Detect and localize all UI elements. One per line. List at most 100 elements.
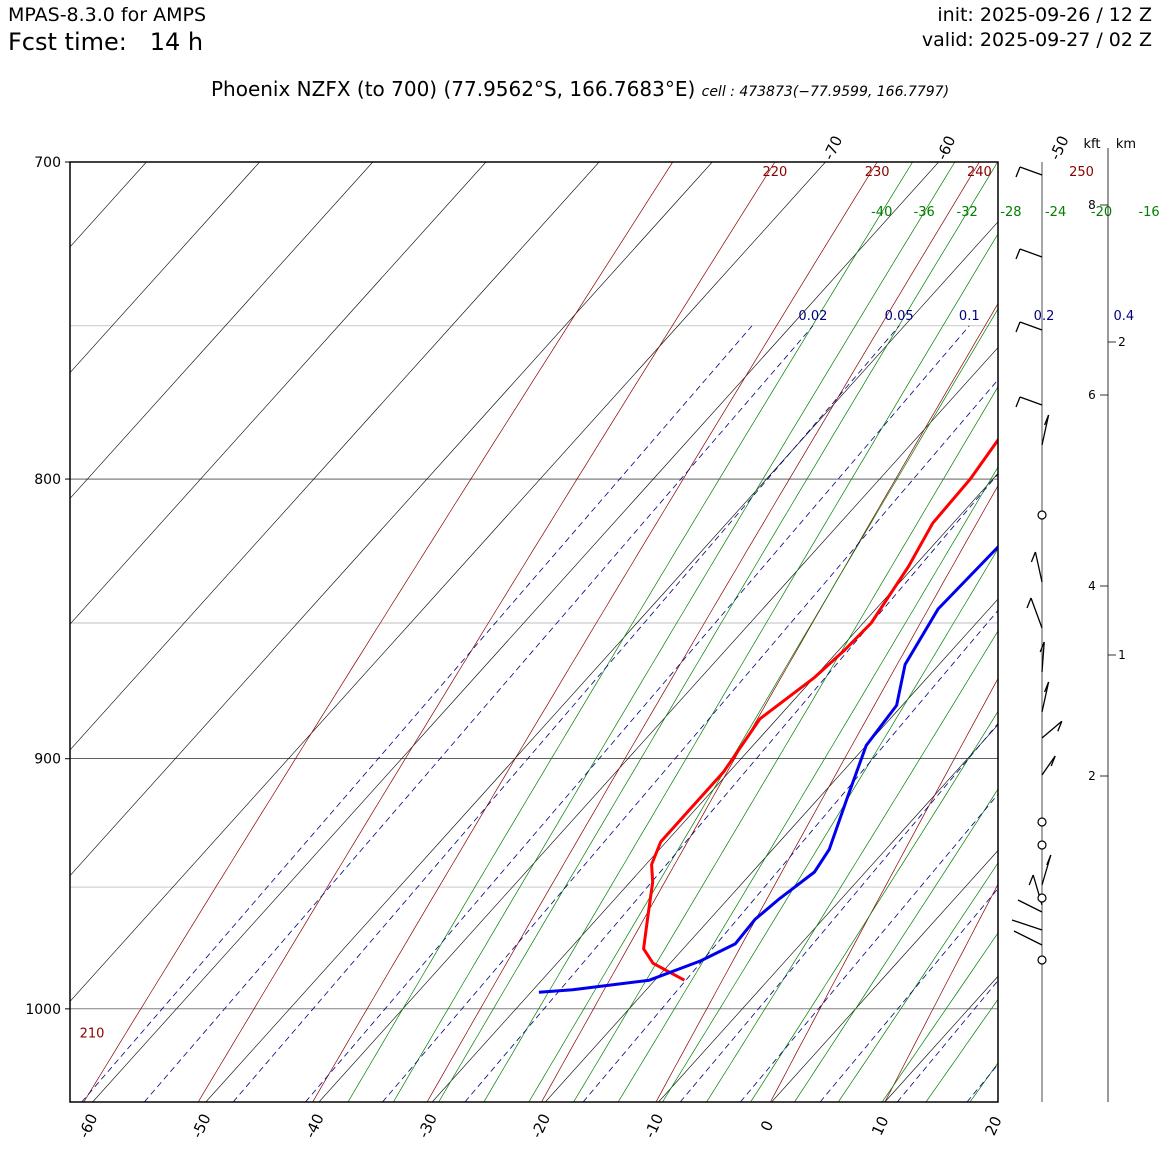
mixing-ratio-line	[464, 473, 998, 1102]
wind-barb-feather	[1015, 248, 1021, 260]
moist-adiabat-line	[1014, 162, 1160, 1102]
wind-barb-feather	[1030, 551, 1037, 563]
calm-wind-circle	[1037, 817, 1047, 827]
calm-wind-circle	[1037, 510, 1047, 520]
mixing-ratio-label: 0.02	[798, 309, 827, 324]
forecast-time-value: 14 h	[149, 28, 204, 56]
pressure-tick-label: 700	[34, 155, 61, 171]
calm-wind-circle	[1037, 893, 1047, 903]
mixing-ratio-label: 0.2	[1034, 309, 1055, 324]
moist-adiabat-line	[438, 162, 998, 1102]
wind-barb-feather	[1043, 414, 1050, 426]
dry-adiabat-line	[1114, 162, 1160, 1102]
moist-adiabat-label: -28	[1000, 205, 1021, 220]
pressure-tick-label: 900	[34, 752, 61, 768]
temperature-tick-label: 0	[757, 1118, 777, 1134]
forecast-time: Fcst time: 14 h	[8, 28, 203, 56]
kft-tick-label: 8	[1088, 198, 1096, 212]
temperature-tick-label: -20	[527, 1111, 554, 1141]
wind-barb-feather	[1026, 597, 1032, 609]
init-time: init: 2025-09-26 / 12 Z	[937, 4, 1152, 26]
temperature-tick-label: -30	[414, 1111, 441, 1141]
dry-adiabat-label: 240	[967, 165, 992, 180]
forecast-time-label: Fcst time:	[8, 28, 127, 56]
wind-barb	[1013, 930, 1043, 946]
wind-barb-feather	[1028, 874, 1034, 886]
moist-adiabat-line	[528, 308, 998, 1102]
dry-adiabat-line	[999, 162, 1160, 1102]
moist-adiabat-line	[881, 932, 998, 1102]
wind-barb-feather	[1039, 641, 1045, 653]
wind-barb-feather	[1046, 854, 1052, 866]
moist-adiabat-line	[1147, 162, 1160, 1102]
wind-barb	[1041, 641, 1045, 673]
temperature-tick-label: 20	[981, 1113, 1005, 1138]
kft-label: kft	[1084, 137, 1101, 152]
km-label: km	[1116, 137, 1136, 152]
calm-wind-circle	[1037, 840, 1047, 850]
mixing-ratio-line	[305, 325, 970, 1102]
wind-barb-feather	[1057, 720, 1063, 732]
mixing-ratio-line	[740, 793, 998, 1102]
cell-info: cell : 473873(−77.9599, 166.7797)	[701, 84, 950, 100]
kft-tick-label: 4	[1088, 579, 1096, 593]
dry-adiabat-line	[83, 162, 673, 1102]
temperature-tick-label: -50	[188, 1111, 215, 1141]
isotherm-line	[0, 162, 33, 1102]
isotherm-line	[70, 162, 826, 1002]
wind-barb-feather	[1015, 321, 1021, 333]
isotherm-line	[771, 850, 998, 1102]
km-tick-label: 2	[1118, 335, 1126, 349]
mixing-ratio-line	[232, 325, 900, 1102]
moist-adiabat-line	[483, 233, 998, 1102]
moist-adiabat-line	[347, 162, 913, 1102]
isotherm-line	[318, 347, 998, 1102]
dry-adiabat-label: 230	[865, 165, 890, 180]
moist-adiabat-line	[1058, 162, 1160, 1102]
isotherm-line	[997, 1101, 998, 1102]
dry-adiabat-line	[541, 302, 998, 1102]
moist-adiabat-line	[750, 710, 998, 1102]
moist-adiabat-label: -16	[1138, 205, 1159, 220]
dry-adiabat-line	[312, 162, 878, 1102]
wind-barb	[1034, 551, 1043, 583]
axes-layer: 220230240250260270280290300210-40-36-32-…	[25, 133, 1160, 1141]
moist-adiabat-label: -40	[871, 205, 892, 220]
isotherm-line	[70, 162, 600, 751]
temperature-tick-label: 10	[868, 1113, 892, 1138]
valid-time: valid: 2025-09-27 / 02 Z	[921, 29, 1152, 51]
moist-adiabat-line	[794, 788, 998, 1102]
isotherm-line	[658, 724, 998, 1102]
temperature-profile	[642, 437, 998, 982]
wind-barb	[1019, 166, 1043, 176]
dry-adiabat-line	[197, 162, 776, 1102]
dry-adiabat-line	[426, 162, 980, 1102]
isotherm-line	[92, 162, 939, 1102]
wind-barb	[1019, 248, 1043, 258]
isotherm-line	[70, 162, 147, 248]
mixing-ratio-line	[143, 325, 814, 1102]
dewpoint-profile	[538, 544, 998, 994]
dry-adiabat-line	[770, 677, 998, 1102]
isotherm-top-label: -50	[1046, 133, 1073, 163]
temperature-tick-label: -10	[641, 1111, 668, 1141]
calm-wind-circle	[1037, 955, 1047, 965]
plot-frame	[69, 161, 999, 1103]
moist-adiabat-line	[617, 466, 998, 1102]
moist-adiabat-line	[1103, 162, 1160, 1102]
isotherm-line	[545, 598, 998, 1102]
mixing-ratio-line	[81, 325, 753, 1102]
isotherm-line	[70, 162, 374, 499]
wind-barb-feather	[1050, 755, 1056, 767]
mixing-ratio-line	[896, 979, 998, 1102]
kft-tick-label: 6	[1088, 388, 1096, 402]
wind-barb	[1011, 919, 1043, 931]
isotherm-line	[1111, 162, 1160, 1102]
mixing-ratio-label: 0.4	[1114, 309, 1135, 324]
moist-adiabat-line	[838, 862, 998, 1102]
isotherm-top-label: -70	[820, 133, 847, 163]
isotherm-line	[70, 162, 713, 877]
dry-adiabat-line	[884, 883, 998, 1102]
isotherm-line	[431, 472, 998, 1102]
mixing-ratio-line	[1018, 326, 1160, 1102]
